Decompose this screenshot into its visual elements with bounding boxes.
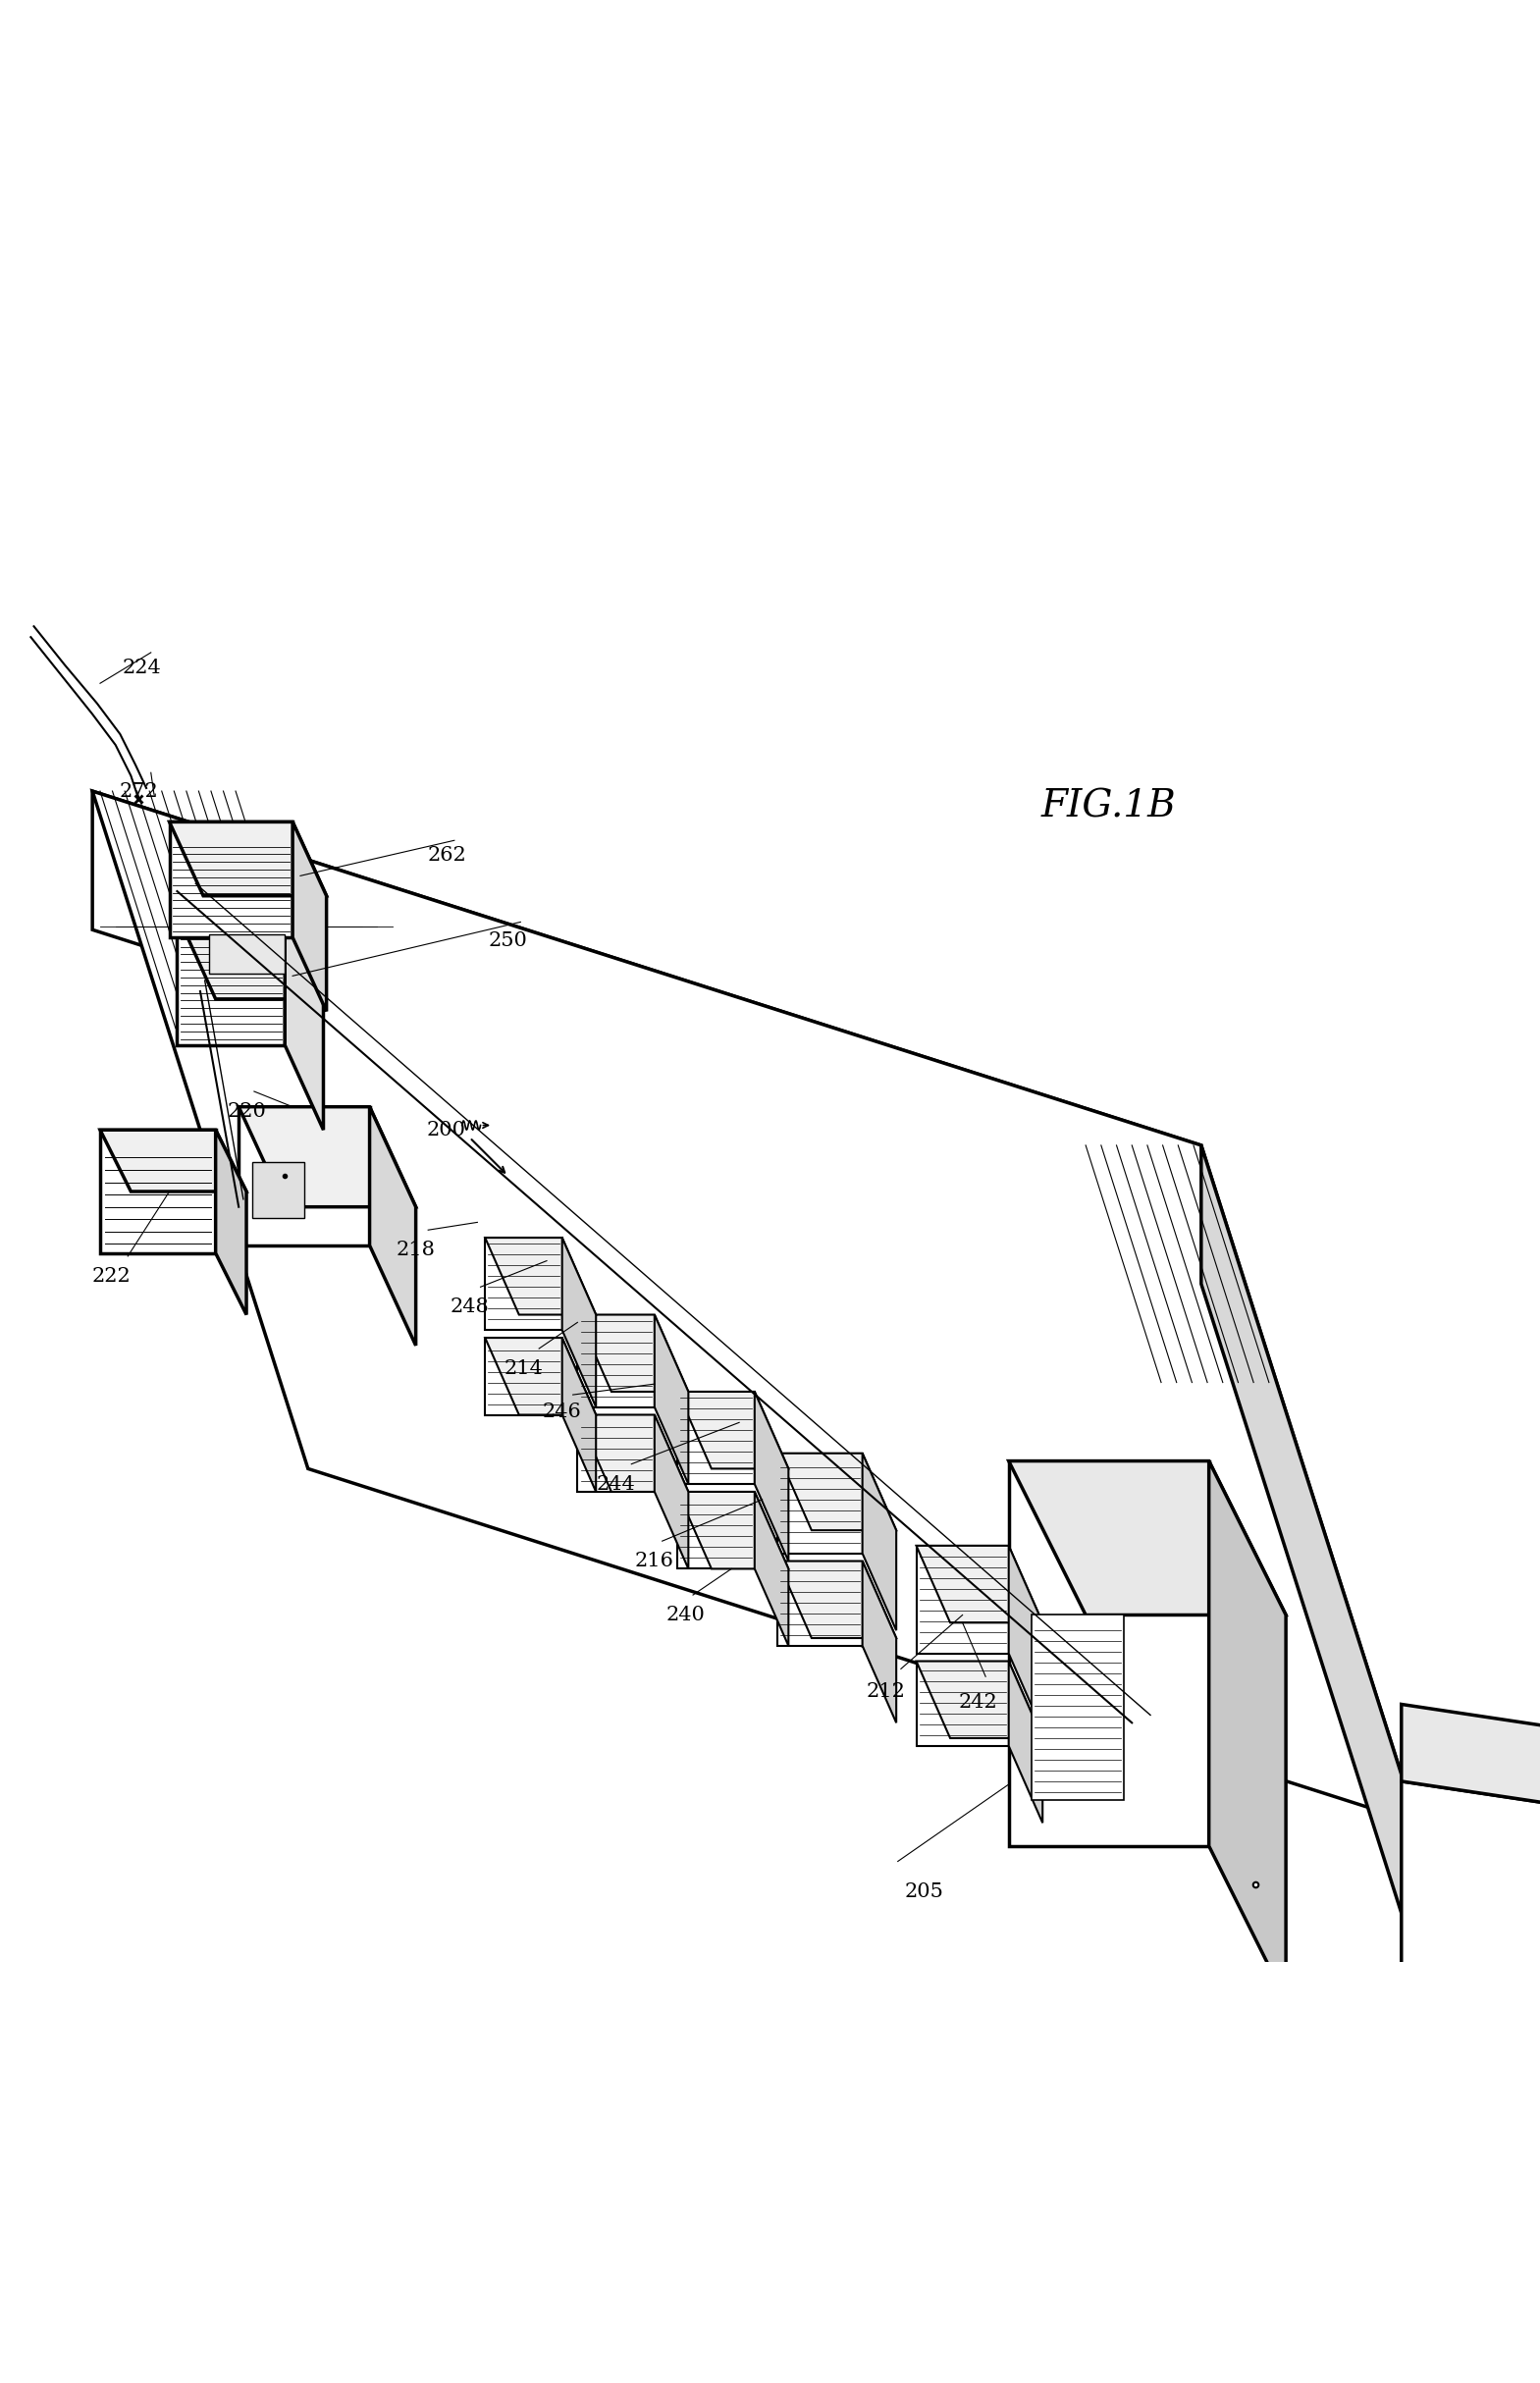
- Polygon shape: [916, 1661, 1009, 1747]
- Polygon shape: [578, 1416, 655, 1492]
- Polygon shape: [778, 1454, 862, 1554]
- Polygon shape: [1401, 1780, 1540, 2383]
- Polygon shape: [678, 1392, 788, 1468]
- Text: 244: 244: [596, 1475, 636, 1494]
- Polygon shape: [209, 934, 285, 972]
- Text: 262: 262: [427, 846, 467, 865]
- Text: 248: 248: [450, 1299, 490, 1315]
- Polygon shape: [485, 1237, 562, 1330]
- Polygon shape: [562, 1337, 596, 1492]
- Text: 240: 240: [665, 1606, 705, 1625]
- Polygon shape: [755, 1492, 788, 1647]
- Polygon shape: [1009, 1461, 1286, 1616]
- Polygon shape: [1401, 1704, 1540, 1813]
- Text: 214: 214: [504, 1358, 544, 1377]
- Polygon shape: [755, 1392, 788, 1561]
- Polygon shape: [1009, 1661, 1043, 1823]
- Polygon shape: [916, 1547, 1043, 1623]
- Polygon shape: [169, 822, 326, 896]
- Polygon shape: [485, 1337, 562, 1416]
- Polygon shape: [92, 791, 1201, 1284]
- Polygon shape: [578, 1315, 688, 1392]
- Text: 216: 216: [634, 1551, 675, 1570]
- Polygon shape: [100, 1130, 246, 1192]
- Polygon shape: [916, 1547, 1009, 1654]
- Text: 224: 224: [122, 658, 162, 677]
- Polygon shape: [862, 1561, 896, 1723]
- Polygon shape: [239, 1106, 416, 1206]
- Polygon shape: [1209, 1461, 1286, 1999]
- Polygon shape: [251, 1163, 303, 1218]
- Polygon shape: [678, 1492, 755, 1568]
- Polygon shape: [485, 1237, 596, 1315]
- Polygon shape: [778, 1454, 896, 1530]
- Polygon shape: [778, 1561, 896, 1637]
- Polygon shape: [1201, 1146, 1417, 1961]
- Polygon shape: [177, 915, 285, 1046]
- Polygon shape: [216, 1130, 246, 1315]
- Text: 250: 250: [488, 932, 528, 951]
- Polygon shape: [1009, 1547, 1043, 1730]
- Text: 205: 205: [904, 1883, 944, 1902]
- Polygon shape: [100, 1130, 216, 1253]
- Polygon shape: [862, 1454, 896, 1630]
- Text: 242: 242: [958, 1694, 998, 1711]
- Text: 222: 222: [91, 1268, 131, 1284]
- Polygon shape: [678, 1492, 788, 1568]
- Text: 246: 246: [542, 1401, 582, 1420]
- Polygon shape: [285, 915, 323, 1130]
- Text: 212: 212: [865, 1682, 906, 1701]
- Polygon shape: [678, 1392, 755, 1485]
- Polygon shape: [293, 822, 326, 1010]
- Polygon shape: [1032, 1616, 1124, 1799]
- Polygon shape: [92, 791, 1417, 1823]
- Polygon shape: [916, 1661, 1043, 1737]
- Polygon shape: [1009, 1461, 1209, 1847]
- Polygon shape: [239, 1106, 370, 1246]
- Text: 218: 218: [396, 1242, 436, 1258]
- Polygon shape: [562, 1237, 596, 1406]
- Polygon shape: [654, 1416, 688, 1568]
- Polygon shape: [169, 822, 293, 937]
- Text: 220: 220: [226, 1101, 266, 1120]
- Polygon shape: [654, 1315, 688, 1485]
- Polygon shape: [578, 1315, 655, 1406]
- Polygon shape: [485, 1337, 596, 1416]
- Text: 200: 200: [427, 1120, 467, 1139]
- Text: FIG.1B: FIG.1B: [1041, 789, 1177, 825]
- Polygon shape: [778, 1561, 862, 1647]
- Polygon shape: [177, 915, 323, 998]
- Polygon shape: [370, 1106, 416, 1346]
- Polygon shape: [578, 1416, 688, 1492]
- Text: 272: 272: [119, 782, 159, 801]
